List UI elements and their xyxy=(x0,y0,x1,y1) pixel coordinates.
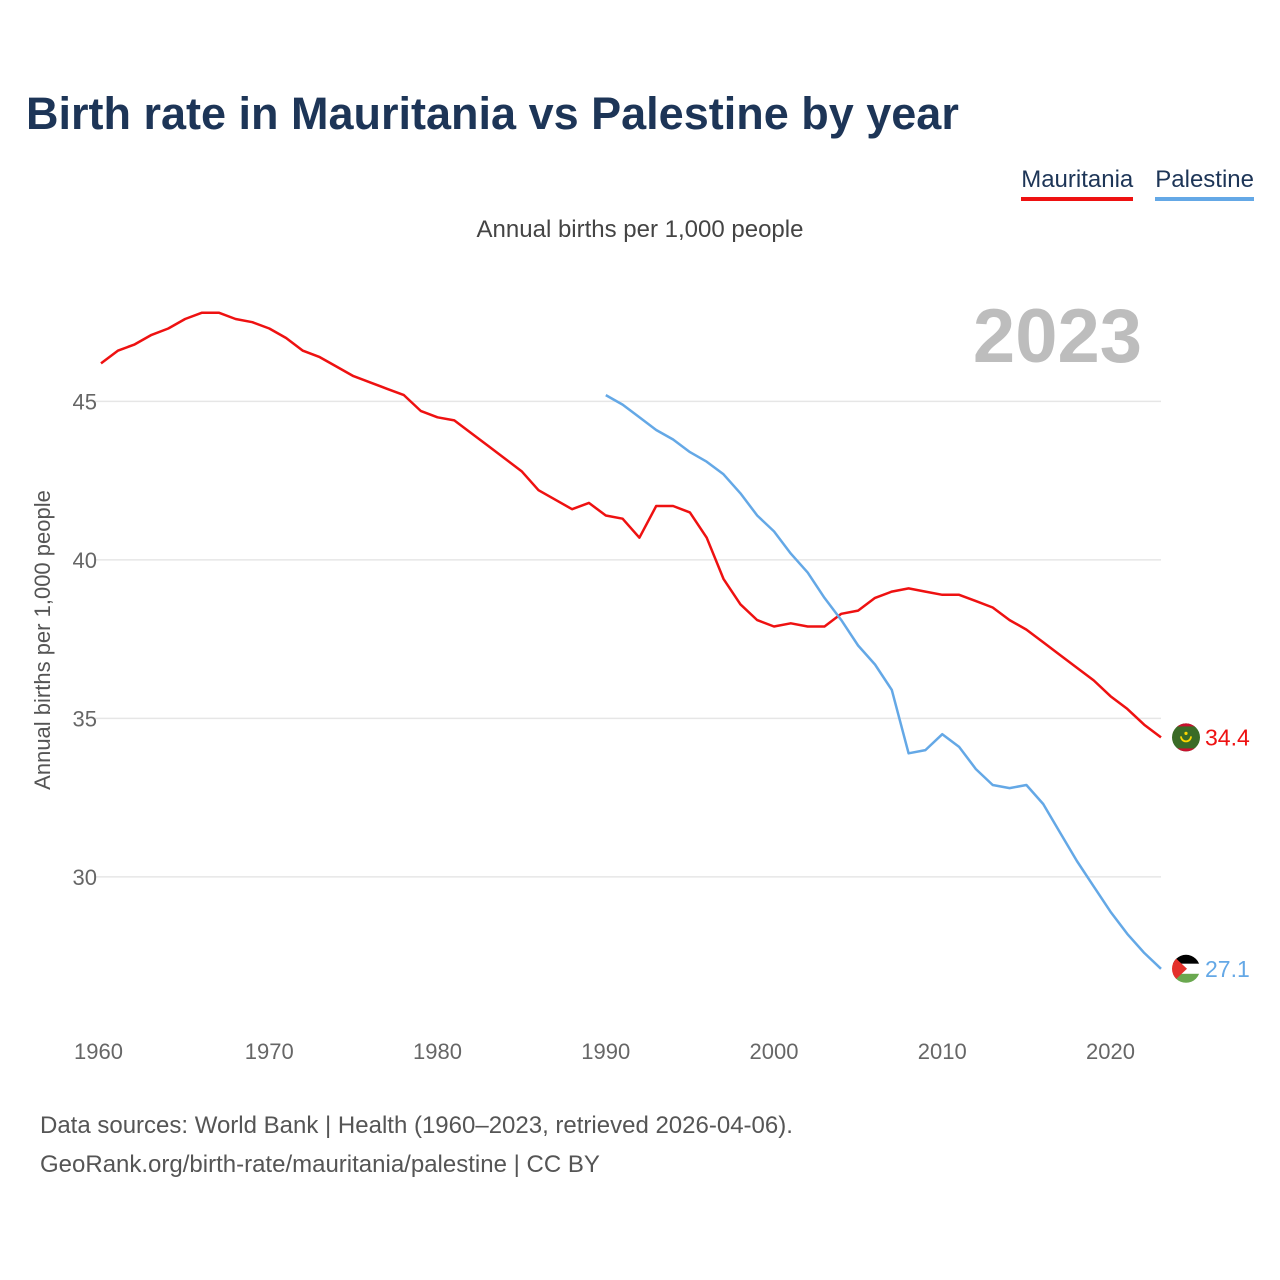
x-tick-label: 2010 xyxy=(918,1039,967,1064)
x-tick-label: 1970 xyxy=(245,1039,294,1064)
y-tick-label: 40 xyxy=(73,548,97,573)
y-tick-label: 35 xyxy=(73,706,97,731)
data-source-note: Data sources: World Bank | Health (1960–… xyxy=(40,1112,793,1139)
chart-title: Birth rate in Mauritania vs Palestine by… xyxy=(26,88,959,139)
palestine-flag-icon xyxy=(1172,954,1200,983)
end-value-label-palestine: 27.1 xyxy=(1205,956,1250,982)
x-tick-label: 1990 xyxy=(581,1039,630,1064)
end-value-label-mauritania: 34.4 xyxy=(1205,724,1250,750)
y-tick-label: 30 xyxy=(73,865,97,890)
y-tick-label: 45 xyxy=(73,389,97,414)
x-tick-label: 2000 xyxy=(750,1039,799,1064)
legend-item-mauritania[interactable]: Mauritania xyxy=(1021,166,1134,201)
chart-subtitle: Annual births per 1,000 people xyxy=(476,216,804,243)
legend-item-palestine[interactable]: Palestine xyxy=(1155,166,1254,201)
x-tick-label: 2020 xyxy=(1086,1039,1135,1064)
mauritania-flag-icon xyxy=(1172,723,1200,752)
series-line-palestine xyxy=(605,394,1162,970)
year-watermark: 2023 xyxy=(972,294,1142,379)
source-url[interactable]: GeoRank.org/birth-rate/mauritania/palest… xyxy=(40,1151,600,1178)
x-tick-label: 1960 xyxy=(74,1039,123,1064)
legend: Mauritania Palestine xyxy=(1021,166,1254,201)
y-axis-title: Annual births per 1,000 people xyxy=(30,490,55,790)
series-line-mauritania xyxy=(100,311,1162,739)
footer: Data sources: World Bank | Health (1960–… xyxy=(40,1106,793,1184)
x-tick-label: 1980 xyxy=(413,1039,462,1064)
